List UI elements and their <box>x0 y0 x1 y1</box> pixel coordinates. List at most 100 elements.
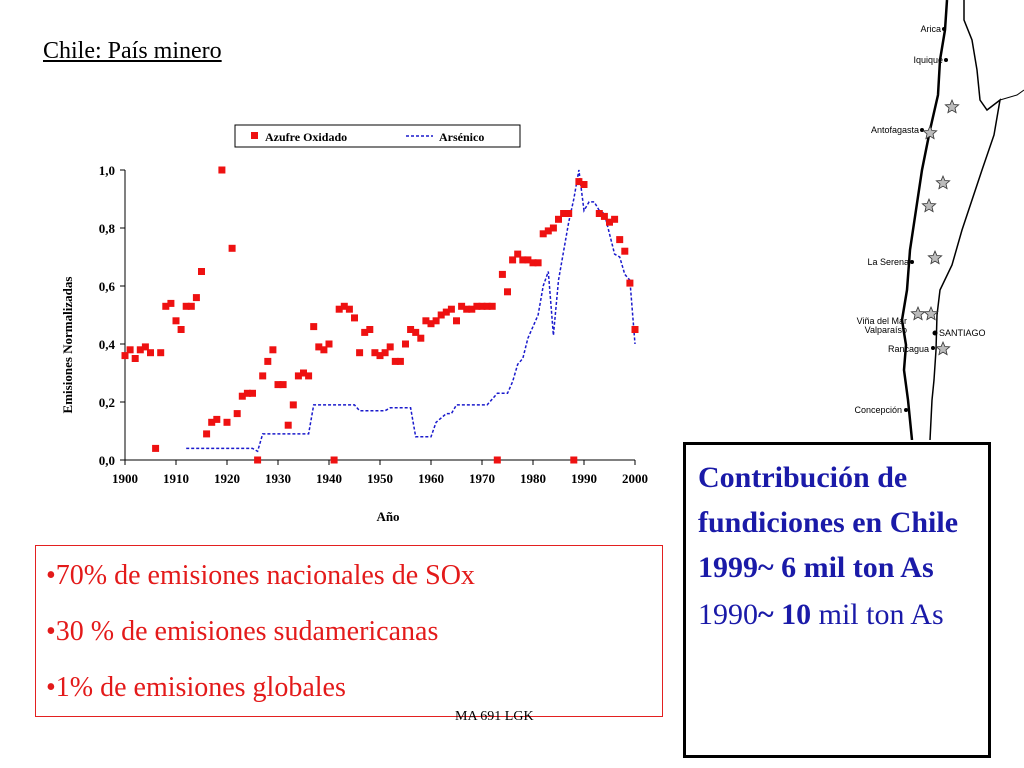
point-azufre <box>208 418 216 426</box>
point-azufre <box>611 215 619 223</box>
point-azufre <box>468 305 476 313</box>
legend-label-azufre: Azufre Oxidado <box>265 130 347 144</box>
x-tick-label: 1950 <box>367 471 393 486</box>
point-azufre <box>544 227 552 235</box>
point-azufre <box>391 357 399 365</box>
x-tick-label: 1960 <box>418 471 444 486</box>
city-dot-concepcion <box>904 408 908 412</box>
point-azufre <box>422 317 430 325</box>
point-azufre <box>432 317 440 325</box>
point-azufre <box>549 224 557 232</box>
point-azufre <box>233 410 241 418</box>
point-azufre <box>483 302 491 310</box>
point-azufre <box>198 268 205 275</box>
city-dot-la-serena <box>910 260 914 264</box>
point-azufre <box>616 236 624 244</box>
contribution-heading: Contribución de fundiciones en Chile 199… <box>698 461 959 584</box>
map-label-santiago: SANTIAGO <box>939 328 986 338</box>
point-azufre <box>427 320 435 328</box>
point-azufre <box>335 305 343 313</box>
point-azufre <box>560 210 568 217</box>
chile-east-border <box>929 0 1002 440</box>
point-azufre <box>509 256 517 264</box>
point-azufre <box>381 349 389 357</box>
x-tick-label: 2000 <box>622 471 648 486</box>
point-azufre <box>187 302 195 310</box>
city-dot-arica <box>942 27 946 31</box>
point-azufre <box>305 372 313 380</box>
point-azufre <box>213 415 221 423</box>
point-azufre <box>284 421 292 429</box>
y-tick-label: 0,4 <box>99 337 116 352</box>
chart-ticks: 1900 1910 1920 1930 1940 1950 1960 1970 1980 1990… <box>99 163 648 486</box>
smelter-star-icon <box>923 305 939 321</box>
point-azufre <box>157 349 165 357</box>
chart-legend: Azufre Oxidado Arsénico <box>234 124 521 148</box>
x-tick-label: 1930 <box>265 471 291 486</box>
point-azufre <box>243 389 251 397</box>
map-label-concepcion: Concepción <box>854 405 902 415</box>
stats-box: •70% de emisiones nacionales de SOx •30 … <box>35 545 663 717</box>
x-tick-label: 1900 <box>112 471 138 486</box>
point-azufre <box>361 328 369 336</box>
map-label-vina-del-mar: Viña del Mar <box>857 316 907 326</box>
point-azufre <box>600 212 608 220</box>
y-tick-label: 0,8 <box>99 221 116 236</box>
point-azufre <box>121 352 129 360</box>
point-azufre <box>345 305 353 313</box>
x-tick-label: 1980 <box>520 471 546 486</box>
map-label-la-serena: La Serena <box>867 257 909 267</box>
point-azufre <box>514 250 522 258</box>
point-azufre <box>504 288 511 296</box>
year-1990: 1990 <box>698 598 758 631</box>
smelter-star-icon <box>927 249 943 265</box>
smelter-stars <box>910 98 960 356</box>
map-label-rancagua: Rancagua <box>888 344 929 354</box>
point-azufre <box>351 314 358 322</box>
point-azufre <box>264 357 272 365</box>
point-azufre <box>330 456 338 464</box>
point-azufre <box>192 294 200 302</box>
map-label-antofagasta: Antofagasta <box>871 125 919 135</box>
bullet-south-america: •30 % de emisiones sudamericanas <box>46 616 439 647</box>
point-azufre <box>238 392 246 400</box>
smelter-star-icon <box>910 305 926 321</box>
y-tick-label: 0,0 <box>99 453 115 468</box>
smelter-contribution-box: Contribución de fundiciones en Chile 199… <box>683 442 991 758</box>
point-azufre <box>376 352 384 360</box>
point-azufre <box>595 210 603 217</box>
point-azufre <box>131 355 139 362</box>
x-tick-label: 1940 <box>316 471 342 486</box>
point-azufre <box>320 346 328 354</box>
point-azufre <box>407 326 415 333</box>
point-azufre <box>447 305 455 313</box>
point-azufre <box>626 279 634 287</box>
argentina-border <box>999 89 1024 101</box>
y-axis-label: Emisiones Normalizadas <box>60 277 75 414</box>
emissions-chart: Azufre Oxidado Arsénico 1900 1910 1920 1930… <box>60 124 648 524</box>
chile-west-coast <box>900 0 949 440</box>
point-azufre <box>218 166 226 174</box>
point-azufre <box>315 343 323 351</box>
point-azufre <box>162 302 170 310</box>
point-azufre <box>396 357 404 365</box>
point-azufre <box>417 334 425 342</box>
point-azufre <box>126 346 134 354</box>
point-azufre <box>310 323 318 331</box>
value-1990: ~ 10 <box>758 598 812 631</box>
point-azufre <box>141 343 149 351</box>
city-dot-iquique <box>944 58 948 62</box>
point-azufre <box>167 299 175 307</box>
chart-axes <box>124 170 635 461</box>
point-azufre <box>412 328 420 336</box>
point-azufre <box>274 381 282 389</box>
point-azufre <box>203 430 211 438</box>
point-azufre <box>325 340 333 348</box>
point-azufre <box>371 349 379 357</box>
point-azufre <box>366 326 374 333</box>
point-azufre <box>254 456 262 464</box>
bullet-global: •1% de emisiones globales <box>46 672 346 703</box>
point-azufre <box>136 346 144 354</box>
x-tick-label: 1920 <box>214 471 240 486</box>
point-azufre <box>529 259 537 267</box>
